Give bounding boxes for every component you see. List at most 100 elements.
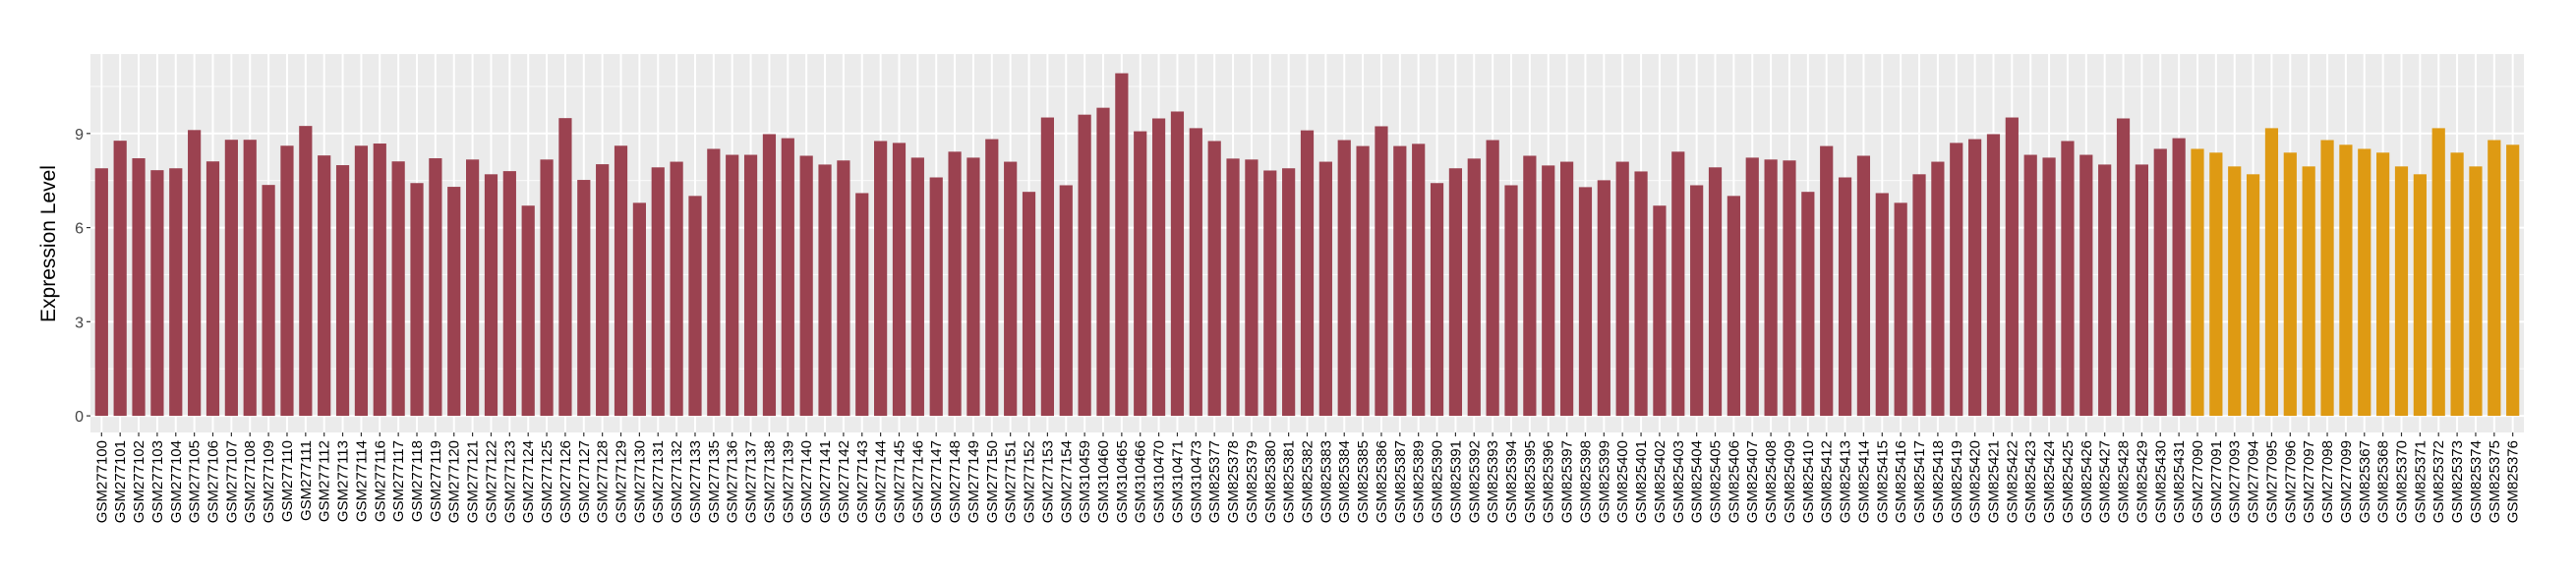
bar-GSM825384 [1337,140,1351,417]
x-tick-label: GSM310473 [1188,440,1204,523]
x-tick-label: GSM825407 [1744,440,1761,523]
bar-GSM277147 [929,177,943,417]
x-tick-label: GSM825421 [1985,440,2002,523]
x-tick-label: GSM825418 [1930,440,1947,523]
bar-GSM277143 [855,193,869,417]
bar-GSM277100 [94,168,108,417]
bar-GSM825405 [1708,167,1723,417]
y-tick-label: 0 [75,409,84,426]
bar-GSM277144 [874,141,888,417]
x-tick-label: GSM277110 [279,440,296,522]
bar-GSM825397 [1559,161,1574,417]
bar-GSM277146 [910,157,924,417]
x-tick-label: GSM277095 [2263,440,2280,523]
bar-GSM277114 [354,145,369,417]
bar-GSM825373 [2450,152,2464,417]
x-tick-label: GSM277118 [409,440,426,522]
x-tick-label: GSM825387 [1392,440,1409,523]
x-tick-label: GSM825405 [1708,440,1725,523]
x-tick-label: GSM277151 [1003,440,1020,523]
x-tick-label: GSM825383 [1317,440,1334,523]
bar-GSM277108 [243,140,257,417]
x-tick-label: GSM825398 [1577,440,1594,523]
x-tick-label: GSM825403 [1670,440,1687,523]
y-tick-label: 6 [75,221,84,238]
bar-GSM277104 [169,168,183,417]
x-tick-label: GSM825380 [1262,440,1279,523]
bar-GSM277119 [429,158,442,417]
bar-GSM277099 [2339,144,2353,417]
bar-GSM825386 [1375,126,1388,417]
bar-GSM825424 [2042,157,2056,417]
x-tick-label: GSM310459 [1077,440,1093,523]
x-tick-label: GSM825430 [2152,440,2169,523]
bar-GSM277145 [892,143,907,417]
x-tick-label: GSM277140 [798,440,815,523]
x-tick-label: GSM825391 [1447,440,1464,523]
bar-GSM825368 [2376,152,2390,417]
x-tick-label: GSM825378 [1225,440,1242,523]
bar-GSM825416 [1894,202,1907,417]
x-tick-label: GSM277090 [2190,440,2206,523]
bar-GSM277101 [113,141,127,417]
bar-GSM825382 [1300,130,1315,417]
bar-GSM825413 [1838,177,1852,417]
bar-GSM825393 [1486,140,1499,417]
bar-GSM277137 [743,154,758,417]
bar-GSM825371 [2413,174,2427,417]
bar-GSM277139 [781,138,794,417]
x-tick-label: GSM825375 [2487,440,2503,523]
x-tick-label: GSM825410 [1800,440,1817,523]
x-tick-label: GSM277152 [1022,440,1038,523]
x-tick-label: GSM825425 [2060,440,2077,523]
x-tick-label: GSM277117 [390,440,407,522]
bar-GSM277148 [948,151,962,417]
x-tick-label: GSM277147 [928,440,945,523]
bar-GSM825422 [2005,117,2019,417]
bars [94,73,2520,417]
bar-GSM825376 [2506,144,2520,417]
x-tick-label: GSM825381 [1281,440,1298,523]
x-tick-label: GSM825428 [2116,440,2133,523]
bar-GSM825389 [1412,144,1426,417]
x-tick-label: GSM277154 [1058,440,1075,523]
bar-GSM310460 [1096,107,1110,417]
bar-GSM825400 [1615,161,1629,417]
x-tick-label: GSM277112 [317,440,333,522]
x-tick-label: GSM825423 [2022,440,2039,523]
bar-GSM825403 [1671,151,1685,417]
bar-GSM277106 [205,161,220,417]
x-tick-label: GSM277129 [614,440,630,523]
x-axis: GSM277100 GSM277101 GSM277102 GSM277103 GSM2… [93,432,2522,523]
bar-GSM277138 [762,134,777,417]
x-tick-label: GSM825397 [1559,440,1576,523]
bar-GSM825390 [1430,183,1444,417]
x-tick-label: GSM277091 [2208,440,2225,523]
bar-GSM825399 [1597,180,1610,417]
x-tick-label: GSM277153 [1039,440,1056,523]
x-tick-label: GSM825389 [1411,440,1428,523]
x-tick-label: GSM277150 [984,440,1001,523]
x-tick-label: GSM825399 [1596,440,1612,523]
x-tick-label: GSM825409 [1782,440,1798,523]
x-tick-label: GSM825413 [1838,440,1854,523]
x-tick-label: GSM277135 [706,440,723,523]
bar-GSM310465 [1115,73,1129,417]
bar-GSM277105 [188,130,202,417]
x-tick-label: GSM277126 [557,440,574,523]
x-tick-label: GSM277108 [242,440,259,523]
x-tick-label: GSM825395 [1522,440,1539,523]
bar-GSM825420 [1968,139,1982,417]
x-tick-label: GSM825431 [2171,440,2188,523]
bar-GSM277127 [577,180,591,417]
x-tick-label: GSM277146 [909,440,926,523]
x-tick-label: GSM825379 [1244,440,1260,523]
bar-GSM277118 [410,183,424,417]
bar-GSM277103 [150,170,164,417]
bar-GSM277154 [1059,185,1073,417]
bar-GSM277096 [2283,152,2297,417]
x-tick-label: GSM277119 [428,440,444,522]
x-tick-label: GSM277113 [335,440,352,522]
x-tick-label: GSM310460 [1095,440,1112,523]
x-tick-label: GSM825396 [1541,440,1557,523]
